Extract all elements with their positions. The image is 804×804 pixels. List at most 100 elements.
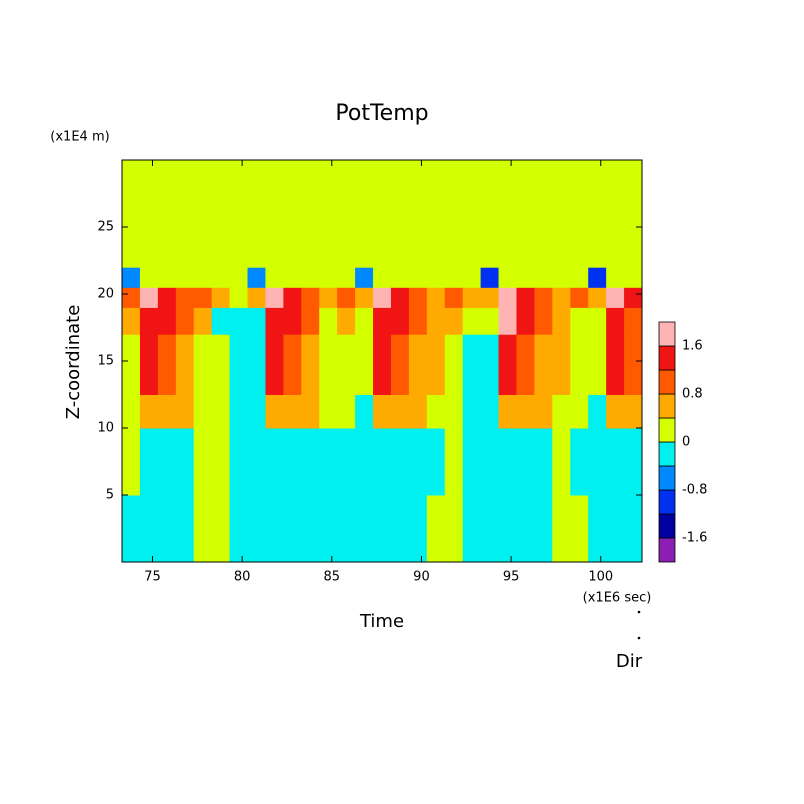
heatmap-cell xyxy=(408,334,428,395)
heatmap-cell xyxy=(337,267,356,288)
heatmap-cell xyxy=(193,160,213,268)
heatmap-cell xyxy=(193,495,213,563)
heatmap-cell xyxy=(570,334,589,395)
heatmap-cell xyxy=(139,428,159,496)
heatmap-cell xyxy=(534,394,553,429)
heatmap-cell xyxy=(373,267,392,288)
colorbar-segment xyxy=(658,465,676,491)
heatmap-cell xyxy=(606,287,625,308)
heatmap-cell xyxy=(498,267,517,288)
heatmap-cell xyxy=(157,334,177,395)
heatmap-cell xyxy=(157,307,177,335)
heatmap-cell xyxy=(570,307,589,335)
heatmap-cell xyxy=(301,287,320,308)
heatmap-cell xyxy=(122,428,141,496)
colorbar-segment xyxy=(658,513,676,539)
heatmap-cell xyxy=(426,334,446,395)
heatmap-cell xyxy=(390,394,410,429)
heatmap-cell xyxy=(211,334,231,395)
heatmap-cell xyxy=(247,267,266,288)
heatmap-cell xyxy=(462,160,482,268)
heatmap-cell xyxy=(283,307,302,335)
heatmap-cell xyxy=(516,287,535,308)
heatmap-cell xyxy=(283,267,302,288)
heatmap-cell xyxy=(373,394,392,429)
colorbar-segment xyxy=(658,537,676,563)
heatmap-cell xyxy=(175,267,195,288)
heatmap-cell xyxy=(301,394,320,429)
colorbar-segment xyxy=(658,393,676,419)
heatmap-cell xyxy=(426,307,446,335)
heatmap-cell xyxy=(139,394,159,429)
heatmap-cell xyxy=(283,287,302,308)
heatmap-cell xyxy=(373,495,392,563)
heatmap-cell xyxy=(588,160,607,268)
heatmap-cell xyxy=(552,307,571,335)
heatmap-cell xyxy=(355,495,374,563)
heatmap-cell xyxy=(570,394,589,429)
heatmap-cell xyxy=(624,495,643,563)
heatmap-cell xyxy=(247,428,266,496)
heatmap-cell xyxy=(534,160,553,268)
x-tick-label: 75 xyxy=(144,570,161,585)
heatmap-cell xyxy=(606,334,625,395)
heatmap-cell xyxy=(175,495,195,563)
y-tick-label: 10 xyxy=(97,421,114,436)
heatmap-cell xyxy=(552,267,571,288)
heatmap-cell xyxy=(426,495,446,563)
heatmap-cell xyxy=(480,334,500,395)
arrow-dot xyxy=(637,636,641,640)
heatmap-cell xyxy=(444,428,464,496)
heatmap-cell xyxy=(390,267,410,288)
y-tick-label: 5 xyxy=(106,488,114,503)
heatmap-cell xyxy=(408,267,428,288)
heatmap-cell xyxy=(373,334,392,395)
heatmap-cell xyxy=(247,307,266,335)
heatmap-cell xyxy=(355,394,374,429)
arrow-dot xyxy=(637,610,641,614)
chart-title: PotTemp xyxy=(335,101,428,126)
heatmap-cell xyxy=(139,334,159,395)
heatmap-cell xyxy=(516,267,535,288)
heatmap-cell xyxy=(373,160,392,268)
y-tick-label: 20 xyxy=(97,287,114,302)
heatmap-cell xyxy=(390,334,410,395)
heatmap-cell xyxy=(122,495,141,563)
heatmap-cell xyxy=(534,307,553,335)
heatmap-cell xyxy=(606,394,625,429)
heatmap-cell xyxy=(229,160,249,268)
heatmap-cell xyxy=(462,394,482,429)
heatmap-cell xyxy=(498,287,517,308)
heatmap-cell xyxy=(211,428,231,496)
heatmap-cell xyxy=(408,394,428,429)
heatmap-cell xyxy=(139,287,159,308)
heatmap-cell xyxy=(552,428,571,496)
heatmap-cell xyxy=(390,160,410,268)
heatmap-cell xyxy=(588,267,607,288)
heatmap-cell xyxy=(390,428,410,496)
heatmap-cell xyxy=(516,334,535,395)
heatmap-cell xyxy=(211,287,231,308)
heatmap-cell xyxy=(390,307,410,335)
heatmap-cell xyxy=(337,495,356,563)
heatmap-cell xyxy=(157,495,177,563)
heatmap-cell xyxy=(552,334,571,395)
heatmap-cell xyxy=(516,394,535,429)
heatmap-cell xyxy=(570,160,589,268)
heatmap-cell xyxy=(211,394,231,429)
heatmap-cell xyxy=(408,287,428,308)
heatmap-cell xyxy=(122,267,141,288)
heatmap-cell xyxy=(319,394,338,429)
heatmap-cell xyxy=(247,495,266,563)
heatmap-cell xyxy=(373,287,392,308)
heatmap-cell xyxy=(426,287,446,308)
heatmap-cell xyxy=(175,287,195,308)
heatmap-cell xyxy=(283,495,302,563)
heatmap-cell xyxy=(624,287,643,308)
heatmap-cell xyxy=(498,334,517,395)
heatmap-cell xyxy=(337,307,356,335)
heatmap-cell xyxy=(337,428,356,496)
heatmap-cell xyxy=(462,267,482,288)
heatmap-cell xyxy=(444,160,464,268)
colorbar-segment xyxy=(658,321,676,347)
